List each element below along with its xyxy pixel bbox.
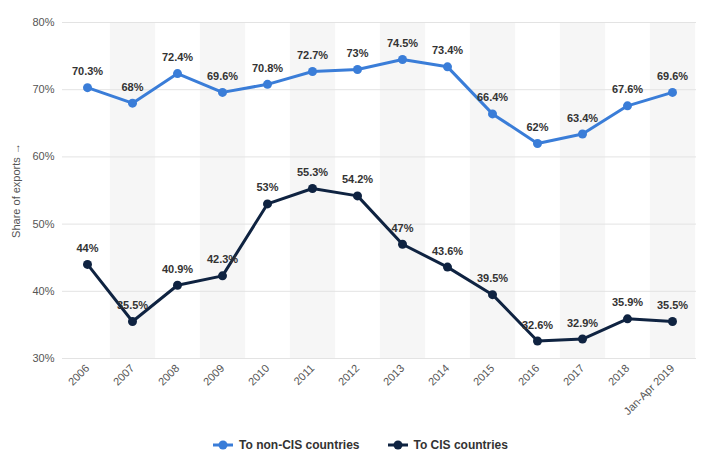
svg-text:72.7%: 72.7% [297, 49, 328, 61]
svg-text:70.8%: 70.8% [252, 62, 283, 74]
svg-text:69.6%: 69.6% [207, 70, 238, 82]
svg-text:70%: 70% [32, 83, 54, 95]
html-text:To CIS countries: To CIS countries [413, 438, 508, 452]
svg-text:2013: 2013 [381, 362, 407, 388]
svg-text:43.6%: 43.6% [432, 245, 463, 257]
svg-text:2010: 2010 [246, 362, 272, 388]
svg-text:40%: 40% [32, 285, 54, 297]
svg-text:44%: 44% [76, 242, 98, 254]
svg-text:2006: 2006 [66, 362, 92, 388]
svg-text:2011: 2011 [291, 362, 316, 387]
svg-text:2014: 2014 [426, 362, 452, 388]
svg-text:Share of exports →: Share of exports → [10, 143, 22, 238]
svg-text:2018: 2018 [606, 362, 632, 388]
svg-text:35.9%: 35.9% [612, 296, 643, 308]
svg-text:Jan-Apr 2019: Jan-Apr 2019 [621, 362, 676, 417]
svg-text:50%: 50% [32, 218, 54, 230]
svg-text:74.5%: 74.5% [387, 37, 418, 49]
svg-text:2012: 2012 [336, 362, 362, 388]
svg-text:32.9%: 32.9% [567, 317, 598, 329]
svg-text:42.3%: 42.3% [207, 253, 238, 265]
svg-text:73.4%: 73.4% [432, 44, 463, 56]
html-text:To non-CIS countries: To non-CIS countries [239, 438, 360, 452]
svg-text:35.5%: 35.5% [657, 299, 688, 311]
svg-text:2017: 2017 [561, 362, 587, 388]
svg-text:2009: 2009 [201, 362, 227, 388]
svg-text:2007: 2007 [111, 362, 137, 388]
svg-text:2008: 2008 [156, 362, 182, 388]
svg-text:54.2%: 54.2% [342, 173, 373, 185]
svg-text:66.4%: 66.4% [477, 91, 508, 103]
svg-text:30%: 30% [32, 352, 54, 364]
svg-text:70.3%: 70.3% [72, 65, 103, 77]
svg-text:2016: 2016 [516, 362, 542, 388]
svg-text:39.5%: 39.5% [477, 272, 508, 284]
svg-text:32.6%: 32.6% [522, 319, 553, 331]
svg-text:73%: 73% [346, 47, 368, 59]
svg-text:60%: 60% [32, 150, 54, 162]
svg-text:47%: 47% [391, 222, 413, 234]
svg-text:2015: 2015 [471, 362, 497, 388]
svg-text:69.6%: 69.6% [657, 70, 688, 82]
svg-text:40.9%: 40.9% [162, 263, 193, 275]
svg-text:67.6%: 67.6% [612, 83, 643, 95]
svg-text:63.4%: 63.4% [567, 112, 598, 124]
svg-text:72.4%: 72.4% [162, 51, 193, 63]
svg-text:35.5%: 35.5% [117, 299, 148, 311]
svg-text:53%: 53% [256, 181, 278, 193]
svg-text:62%: 62% [526, 121, 548, 133]
svg-text:55.3%: 55.3% [297, 166, 328, 178]
svg-text:68%: 68% [121, 81, 143, 93]
svg-text:80%: 80% [32, 16, 54, 28]
